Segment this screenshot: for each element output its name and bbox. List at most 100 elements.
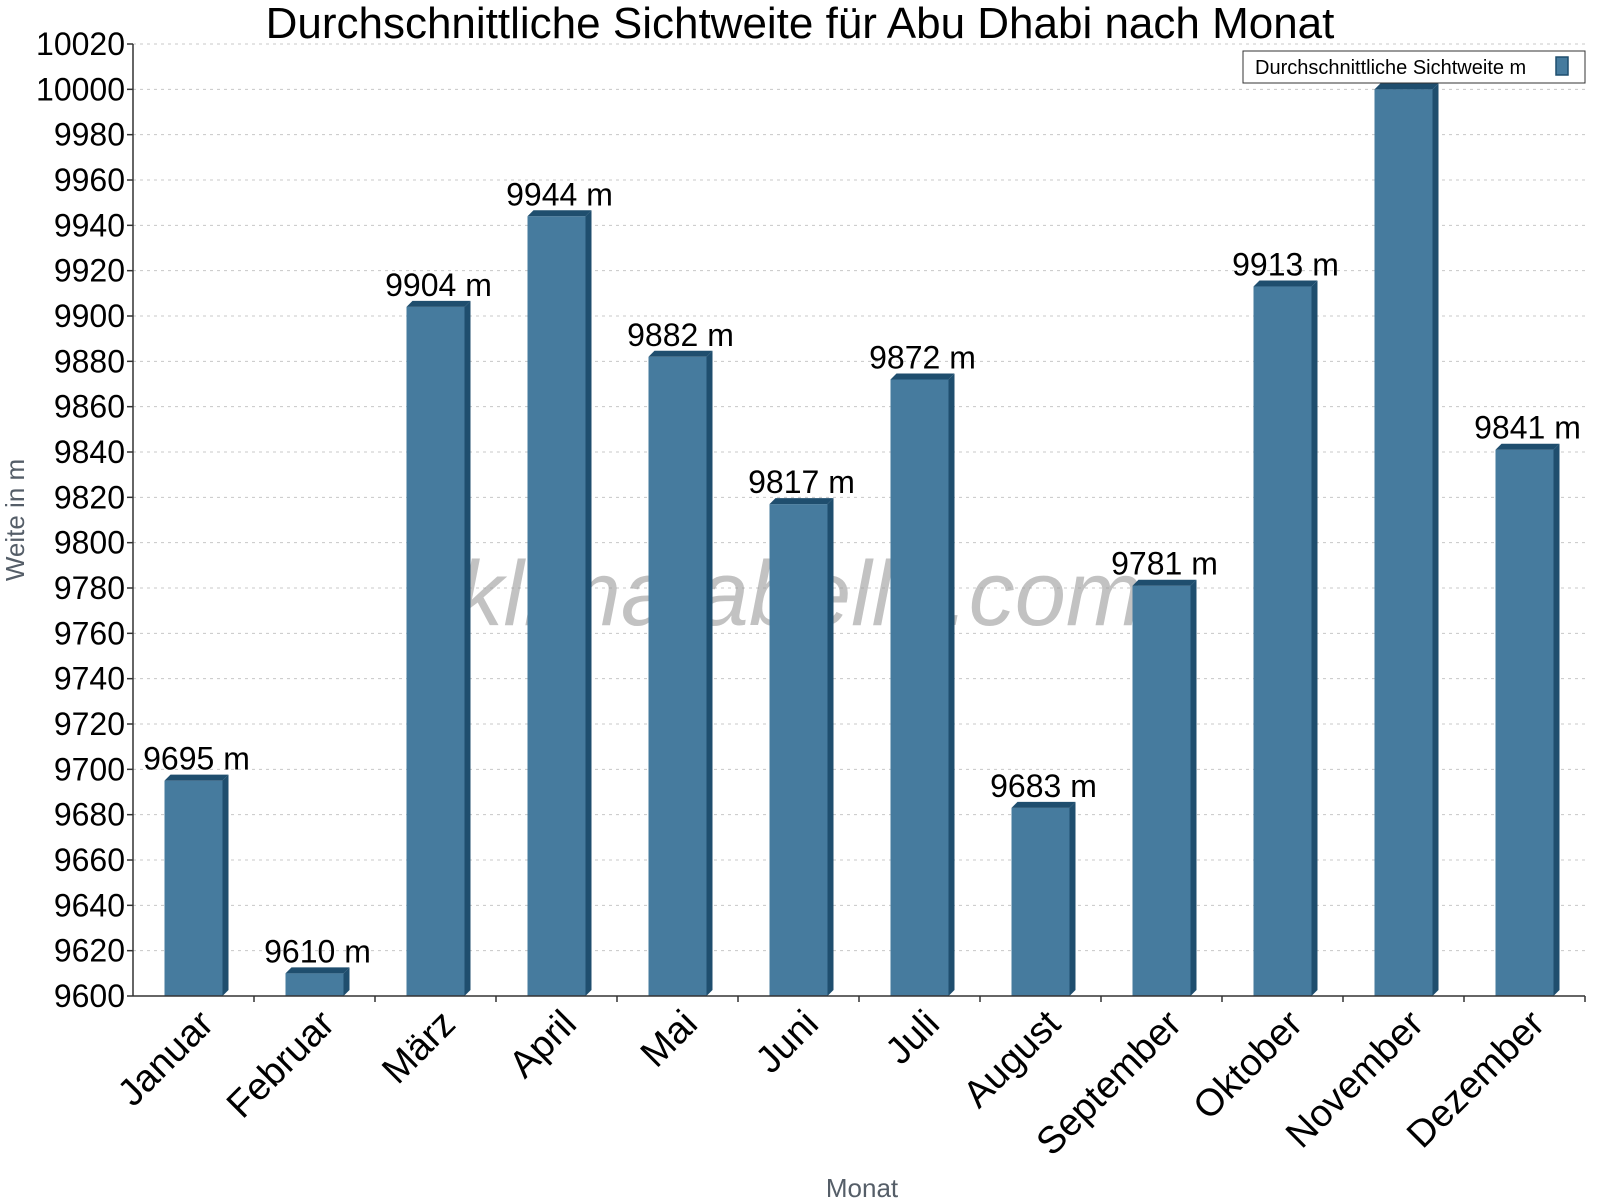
y-tick-label: 9720	[54, 706, 125, 742]
bar-side	[343, 967, 350, 996]
bar-front	[769, 504, 828, 996]
y-tick-label: 9960	[54, 162, 125, 198]
bar-side	[1432, 83, 1439, 997]
y-axis-title: Weite in m	[0, 459, 30, 581]
bar-top	[648, 350, 713, 357]
data-label: 9683 m	[990, 768, 1097, 804]
bar-side	[1311, 280, 1318, 996]
bar	[1132, 579, 1197, 996]
bar-side	[948, 373, 955, 996]
y-tick-label: 9900	[54, 298, 125, 334]
y-tick-label: 9780	[54, 570, 125, 606]
y-tick-label: 9980	[54, 117, 125, 153]
y-tick-label: 10000	[36, 71, 125, 107]
data-label: 9872 m	[869, 339, 976, 375]
bar-front	[1253, 286, 1312, 996]
y-tick-label: 9620	[54, 933, 125, 969]
bar-side	[1190, 579, 1197, 996]
x-tick-label: Juli	[878, 1003, 948, 1073]
bar-top	[527, 210, 592, 217]
data-label: 9610 m	[264, 933, 371, 969]
bar-top	[406, 300, 471, 307]
legend-label: Durchschnittliche Sichtweite m	[1255, 57, 1526, 79]
bar-front	[1495, 449, 1554, 996]
bar	[1374, 83, 1439, 997]
bar	[890, 373, 955, 996]
bars	[164, 83, 1560, 997]
data-label: 9944 m	[506, 176, 613, 212]
bar-front	[1374, 89, 1433, 997]
legend-swatch	[1555, 56, 1569, 76]
x-tick-label: August	[956, 1002, 1070, 1116]
bar-front	[527, 216, 586, 996]
y-tick-label: 9820	[54, 479, 125, 515]
x-tick-label: Mai	[633, 1003, 706, 1076]
y-tick-label: 9600	[54, 978, 125, 1014]
y-tick-label: 9660	[54, 842, 125, 878]
data-label: 9781 m	[1111, 546, 1218, 582]
x-tick-label: Januar	[110, 1002, 222, 1114]
data-label: 9913 m	[1232, 247, 1339, 283]
bar-front	[406, 306, 465, 996]
x-tick-label: Juni	[748, 1003, 827, 1082]
data-labels: 9695 m 9610 m 9904 m 9944 m 9882 m 9817 m 9872…	[143, 176, 1581, 969]
y-tick-label: 9800	[54, 525, 125, 561]
bar-front	[285, 973, 344, 996]
bar	[164, 774, 229, 996]
bar-top	[1011, 801, 1076, 808]
x-tick-label: April	[501, 1003, 584, 1086]
bar	[1495, 443, 1560, 996]
data-label: 9841 m	[1474, 410, 1581, 446]
y-tick-label: 10020	[36, 26, 125, 62]
axes	[127, 43, 1586, 1002]
gridlines	[133, 43, 1585, 952]
bar-side	[1069, 801, 1076, 996]
y-tick-labels: 9600 9620 9640 9660 9680 9700 9720 9740 9760 9780…	[36, 26, 125, 1014]
bar-front	[1132, 585, 1191, 996]
bar-front	[648, 356, 707, 996]
bar-front	[890, 379, 949, 996]
bar	[527, 210, 592, 996]
bar-side	[585, 210, 592, 996]
x-axis-title: Monat	[826, 1173, 899, 1200]
legend-box	[1242, 50, 1586, 84]
y-tick-label: 9880	[54, 343, 125, 379]
y-tick-label: 9680	[54, 797, 125, 833]
y-tick-label: 9940	[54, 207, 125, 243]
bar	[285, 967, 350, 996]
bar-side	[464, 300, 471, 996]
bar-top	[1253, 280, 1318, 287]
bar-top	[890, 373, 955, 380]
data-label: 9882 m	[627, 317, 734, 353]
bar-top	[285, 967, 350, 974]
bar-side	[706, 350, 713, 996]
data-label: 9695 m	[143, 741, 250, 777]
x-tick-label: Februar	[219, 1002, 343, 1126]
bar	[406, 300, 471, 996]
y-tick-label: 9640	[54, 887, 125, 923]
legend: Durchschnittliche Sichtweite m	[1242, 50, 1586, 84]
bar	[1253, 280, 1318, 996]
data-label: 9904 m	[385, 267, 492, 303]
y-tick-label: 9700	[54, 751, 125, 787]
y-tick-label: 9740	[54, 661, 125, 697]
bar-top	[1495, 443, 1560, 450]
bar-top	[164, 774, 229, 781]
y-tick-label: 9920	[54, 253, 125, 289]
x-tick-label: Oktober	[1186, 1002, 1312, 1128]
bar-top	[769, 498, 834, 505]
y-tick-label: 9860	[54, 389, 125, 425]
x-tick-label: März	[374, 1003, 463, 1092]
bar-side	[1553, 443, 1560, 996]
bar-top	[1132, 579, 1197, 586]
chart-title: Durchschnittliche Sichtweite für Abu Dha…	[266, 0, 1335, 48]
bar-side	[222, 774, 229, 996]
bar-front	[164, 780, 223, 996]
bar	[648, 350, 713, 996]
bar-side	[827, 498, 834, 996]
y-tick-label: 9760	[54, 615, 125, 651]
bar-front	[1011, 807, 1070, 996]
bar-top	[1374, 83, 1439, 90]
